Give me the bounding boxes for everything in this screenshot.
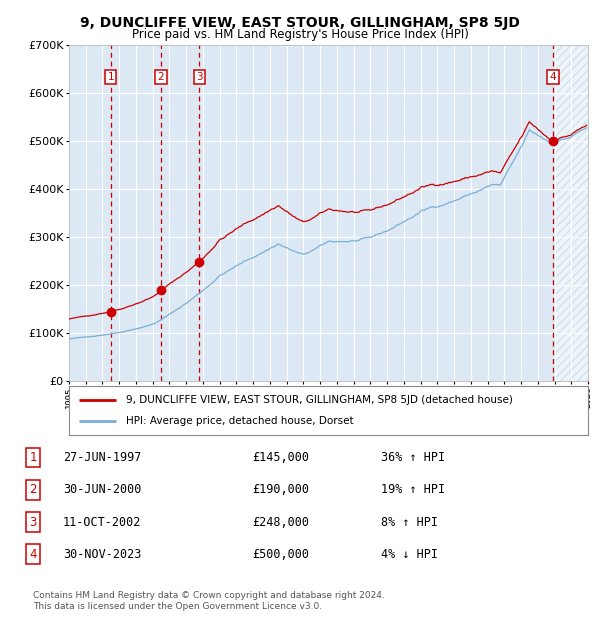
Text: 27-JUN-1997: 27-JUN-1997: [63, 451, 142, 464]
Text: £500,000: £500,000: [252, 548, 309, 560]
Text: HPI: Average price, detached house, Dorset: HPI: Average price, detached house, Dors…: [126, 417, 354, 427]
Text: 1: 1: [29, 451, 37, 464]
Text: £190,000: £190,000: [252, 484, 309, 496]
Text: Contains HM Land Registry data © Crown copyright and database right 2024.: Contains HM Land Registry data © Crown c…: [33, 591, 385, 600]
Text: £248,000: £248,000: [252, 516, 309, 528]
Text: 4: 4: [550, 72, 556, 82]
Text: 19% ↑ HPI: 19% ↑ HPI: [381, 484, 445, 496]
Text: 9, DUNCLIFFE VIEW, EAST STOUR, GILLINGHAM, SP8 5JD (detached house): 9, DUNCLIFFE VIEW, EAST STOUR, GILLINGHA…: [126, 394, 513, 404]
Text: 30-JUN-2000: 30-JUN-2000: [63, 484, 142, 496]
Text: 2: 2: [158, 72, 164, 82]
Text: This data is licensed under the Open Government Licence v3.0.: This data is licensed under the Open Gov…: [33, 602, 322, 611]
Text: 11-OCT-2002: 11-OCT-2002: [63, 516, 142, 528]
Text: 3: 3: [196, 72, 203, 82]
Text: 36% ↑ HPI: 36% ↑ HPI: [381, 451, 445, 464]
Text: 8% ↑ HPI: 8% ↑ HPI: [381, 516, 438, 528]
Text: 2: 2: [29, 484, 37, 496]
Text: 9, DUNCLIFFE VIEW, EAST STOUR, GILLINGHAM, SP8 5JD: 9, DUNCLIFFE VIEW, EAST STOUR, GILLINGHA…: [80, 16, 520, 30]
Text: 1: 1: [107, 72, 114, 82]
Text: 3: 3: [29, 516, 37, 528]
Text: £145,000: £145,000: [252, 451, 309, 464]
Text: 4% ↓ HPI: 4% ↓ HPI: [381, 548, 438, 560]
Text: 30-NOV-2023: 30-NOV-2023: [63, 548, 142, 560]
Bar: [554, 45, 588, 381]
Text: Price paid vs. HM Land Registry's House Price Index (HPI): Price paid vs. HM Land Registry's House …: [131, 28, 469, 41]
Text: 4: 4: [29, 548, 37, 560]
